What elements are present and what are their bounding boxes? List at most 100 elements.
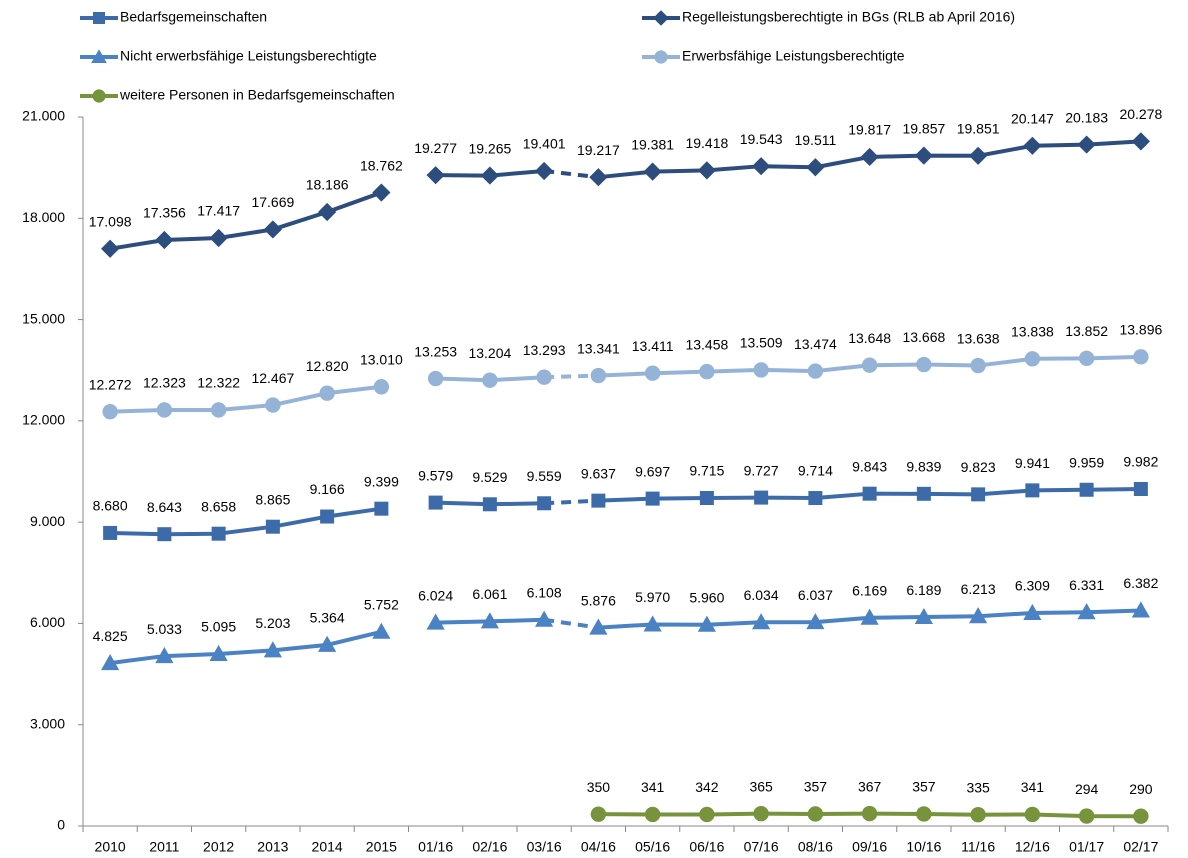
x-tick-label: 01/17 (1069, 839, 1104, 855)
legend-label: Erwerbsfähige Leistungsberechtigte (682, 48, 905, 64)
data-label: 12.467 (251, 370, 294, 386)
series-line (109, 629, 382, 666)
x-tick-label: 07/16 (744, 839, 779, 855)
data-label: 5.752 (364, 597, 399, 613)
data-label: 365 (749, 778, 773, 794)
data-label: 13.010 (360, 351, 403, 367)
data-label: 9.714 (798, 463, 833, 479)
data-label: 17.669 (251, 194, 294, 210)
data-label: 6.189 (906, 582, 941, 598)
data-label: 5.876 (581, 592, 616, 608)
data-point (916, 806, 932, 822)
x-tick-label: 02/16 (472, 839, 507, 855)
data-label: 19.817 (848, 122, 891, 138)
data-label: 9.843 (852, 458, 887, 474)
data-label: 13.638 (957, 330, 1000, 346)
data-label: 9.399 (364, 473, 399, 489)
data-point (590, 367, 607, 384)
data-label: 8.643 (147, 499, 182, 515)
data-label: 367 (858, 778, 882, 794)
data-label: 6.034 (744, 587, 779, 603)
data-point (1079, 482, 1094, 497)
data-label: 357 (912, 779, 936, 795)
data-point (1131, 601, 1150, 618)
data-point (482, 372, 498, 388)
data-label: 6.382 (1123, 575, 1158, 591)
series-line-dashed (544, 498, 599, 506)
x-tick-label: 2015 (366, 839, 397, 855)
x-tick-label: 10/16 (906, 839, 941, 855)
series-line-dashed (544, 373, 599, 380)
data-point (862, 486, 877, 501)
data-label: 9.697 (635, 463, 670, 479)
data-point (1077, 135, 1096, 154)
data-label: 12.820 (306, 358, 349, 374)
data-point (319, 385, 335, 401)
data-label: 13.648 (848, 330, 891, 346)
data-label: 9.982 (1123, 454, 1158, 470)
data-label: 12.322 (197, 375, 240, 391)
data-label: 19.857 (902, 120, 945, 136)
x-tick-label: 12/16 (1015, 839, 1050, 855)
data-point (1023, 136, 1042, 155)
data-label: 13.204 (468, 345, 511, 361)
data-point (1133, 481, 1148, 496)
data-point (916, 486, 931, 501)
data-label: 13.253 (414, 343, 457, 359)
data-point (537, 496, 552, 511)
data-label: 5.970 (635, 589, 670, 605)
data-label: 9.823 (961, 459, 996, 475)
data-point (1023, 603, 1042, 620)
data-point (156, 402, 173, 418)
data-point (482, 497, 497, 512)
data-label: 19.851 (957, 120, 1000, 136)
data-point (969, 146, 988, 165)
data-point (426, 166, 445, 185)
data-label: 294 (1075, 781, 1099, 797)
data-point (155, 230, 174, 250)
y-tick-label: 3.000 (30, 715, 65, 731)
data-point (861, 805, 878, 822)
data-label: 5.033 (147, 621, 182, 637)
data-point (428, 495, 443, 510)
data-point (372, 183, 391, 202)
data-label: 341 (641, 779, 665, 795)
data-point (426, 613, 445, 630)
data-label: 6.108 (527, 584, 562, 600)
data-label: 17.098 (89, 213, 132, 229)
data-point (210, 402, 227, 418)
data-label: 19.401 (523, 136, 566, 152)
data-point (1133, 808, 1149, 824)
data-label: 12.323 (143, 375, 186, 391)
legend-marker (91, 49, 107, 63)
data-label: 6.024 (418, 587, 453, 603)
data-label: 9.959 (1069, 454, 1104, 470)
data-label: 9.166 (310, 481, 345, 497)
data-point (860, 147, 879, 167)
data-point (914, 607, 933, 625)
data-point (536, 369, 552, 385)
data-point (808, 491, 823, 506)
data-label: 18.762 (360, 157, 403, 173)
data-point (374, 501, 389, 516)
data-label: 6.169 (852, 582, 887, 598)
x-tick-label: 04/16 (581, 839, 616, 855)
data-label: 9.941 (1015, 455, 1050, 471)
x-tick-label: 03/16 (527, 839, 562, 855)
data-point (373, 379, 390, 395)
data-label: 13.458 (685, 336, 728, 352)
data-point (806, 158, 825, 177)
data-label: 13.474 (794, 336, 837, 352)
data-label: 13.341 (577, 340, 620, 356)
series-line-dashed (543, 168, 599, 180)
data-point (101, 239, 120, 258)
data-point (971, 487, 986, 502)
data-label: 20.278 (1119, 106, 1162, 122)
x-tick-label: 11/16 (961, 839, 995, 855)
legend-marker (654, 50, 668, 64)
data-label: 350 (587, 779, 611, 795)
data-point (155, 646, 174, 664)
data-point (589, 618, 608, 635)
data-label: 13.411 (632, 338, 674, 354)
